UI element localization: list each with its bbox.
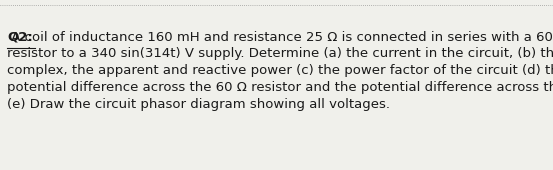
Text: A coil of inductance 160 mH and resistance 25 Ω is connected in series with a 60: A coil of inductance 160 mH and resistan… (7, 31, 553, 111)
Text: Q2:: Q2: (7, 31, 33, 44)
